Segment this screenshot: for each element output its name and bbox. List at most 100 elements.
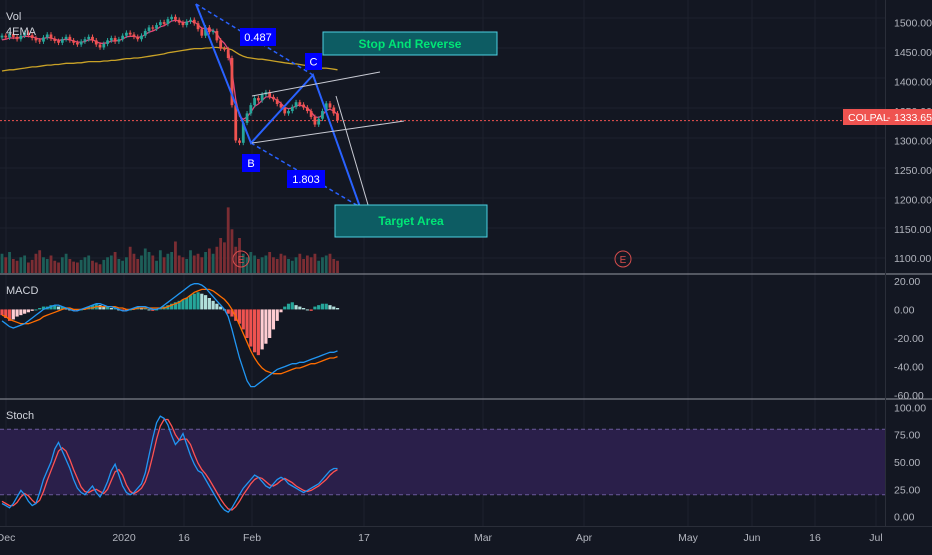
ema-indicator-label[interactable]: 4EMA xyxy=(6,26,37,38)
time-tick-label: Jul xyxy=(869,532,882,544)
volume-bar xyxy=(106,257,109,273)
last-price-badge: COLPAL - 1333.65 xyxy=(843,109,932,125)
volume-bar xyxy=(42,257,45,273)
earnings-marker[interactable] xyxy=(232,250,250,268)
macd-indicator-label[interactable]: MACD xyxy=(6,285,38,297)
time-axis: Dec 2020 16 Feb 17 Mar Apr May Jun 16 Jul xyxy=(0,532,883,544)
stoch-tick-label: 100.00 xyxy=(894,402,926,414)
macd-histogram-bar xyxy=(245,309,249,338)
price-tick-label: 1400.00 xyxy=(894,77,932,89)
candle-body xyxy=(136,36,140,40)
price-tick-label: 1200.00 xyxy=(894,194,932,206)
macd-histogram-bar xyxy=(64,308,68,310)
point-b-label-box xyxy=(242,154,260,172)
volume-bar xyxy=(11,259,15,273)
volume-bar xyxy=(98,264,102,273)
candle-body xyxy=(283,107,287,114)
candle-body xyxy=(132,34,136,37)
stoch-k-line xyxy=(1,415,338,514)
macd-histogram-bar xyxy=(30,309,34,311)
candle-body xyxy=(128,32,132,35)
macd-histogram-bar xyxy=(53,305,57,310)
candle-body xyxy=(207,27,211,33)
channel-upper-line[interactable] xyxy=(251,71,381,97)
volume-bar xyxy=(298,253,302,273)
volume-bar xyxy=(321,257,324,273)
candle-body xyxy=(189,19,192,22)
volume-bar xyxy=(328,253,332,273)
volume-bar xyxy=(249,252,253,273)
volume-bar xyxy=(215,246,219,273)
candle-body xyxy=(98,44,102,48)
price-tick-label: 1300.00 xyxy=(894,135,932,147)
macd-histogram-bar xyxy=(298,306,302,310)
candle-body xyxy=(94,40,98,45)
macd-histogram-bar xyxy=(15,309,19,317)
candle-body xyxy=(215,30,219,41)
volume-bar xyxy=(223,242,226,273)
earnings-marker[interactable] xyxy=(614,250,632,268)
candle-body xyxy=(321,111,324,119)
macd-histogram-bar xyxy=(147,309,151,311)
pane-separators[interactable] xyxy=(0,0,932,527)
volume-bar xyxy=(34,253,38,273)
candle-body xyxy=(298,102,302,105)
macd-histogram-bar xyxy=(192,293,196,310)
macd-histogram-bar xyxy=(0,309,4,316)
time-tick-label: Dec xyxy=(0,532,15,544)
candle-body xyxy=(272,96,275,100)
volume-bar xyxy=(177,255,181,273)
volume-bar xyxy=(64,253,68,273)
volume-bar xyxy=(121,260,125,273)
macd-histogram-bar xyxy=(290,302,294,310)
ratio-bc-label-box xyxy=(240,28,276,46)
candle-body xyxy=(72,40,76,43)
volume-bar xyxy=(57,262,60,273)
volume-bar xyxy=(305,255,309,273)
macd-histogram-bar xyxy=(302,308,306,310)
volume-bar xyxy=(204,252,207,273)
macd-histogram-bar xyxy=(23,309,27,314)
candle-body xyxy=(102,43,106,48)
macd-histogram-bar xyxy=(252,309,257,353)
volume-bar xyxy=(241,253,245,273)
macd-histogram-bar xyxy=(151,309,155,311)
candle-body xyxy=(117,39,121,42)
macd-histogram-bar xyxy=(181,299,185,310)
chart-grid xyxy=(0,0,885,526)
stoch-indicator-label[interactable]: Stoch xyxy=(6,410,34,422)
volume-bar xyxy=(234,246,238,273)
volume-bar xyxy=(207,248,211,273)
pattern-xabcd-line[interactable] xyxy=(195,3,361,208)
volume-bar xyxy=(15,260,19,273)
volume-bar xyxy=(192,255,196,273)
candle-body xyxy=(309,111,313,117)
candle-body xyxy=(11,33,15,37)
candle-body xyxy=(143,30,147,36)
candle-body xyxy=(125,32,128,36)
channel-lower-line[interactable] xyxy=(251,120,405,144)
time-tick-label: Apr xyxy=(576,532,593,544)
volume-indicator-label[interactable]: Vol xyxy=(6,11,21,23)
price-tick-label: 1250.00 xyxy=(894,165,932,177)
macd-histogram-bar xyxy=(75,309,79,311)
target-area-box[interactable]: Target Area xyxy=(334,204,488,238)
candle-body xyxy=(234,105,238,141)
volume-bar xyxy=(181,257,185,273)
macd-histogram-bar xyxy=(124,309,129,311)
volume-bar xyxy=(200,257,204,273)
volume-bar xyxy=(132,253,136,273)
candle-body xyxy=(68,36,72,41)
macd-histogram-bar xyxy=(317,305,321,310)
volume-bar xyxy=(313,253,317,273)
candle-body xyxy=(317,118,321,125)
volume-bar xyxy=(155,260,158,273)
stop-and-reverse-box[interactable]: Stop And Reverse xyxy=(322,31,498,56)
macd-line xyxy=(1,283,338,388)
candle-body xyxy=(57,40,60,43)
macd-histogram-bar xyxy=(320,303,325,310)
macd-histogram-bar xyxy=(109,308,113,310)
volume-bar xyxy=(302,259,305,273)
macd-histogram-bar xyxy=(286,303,291,310)
